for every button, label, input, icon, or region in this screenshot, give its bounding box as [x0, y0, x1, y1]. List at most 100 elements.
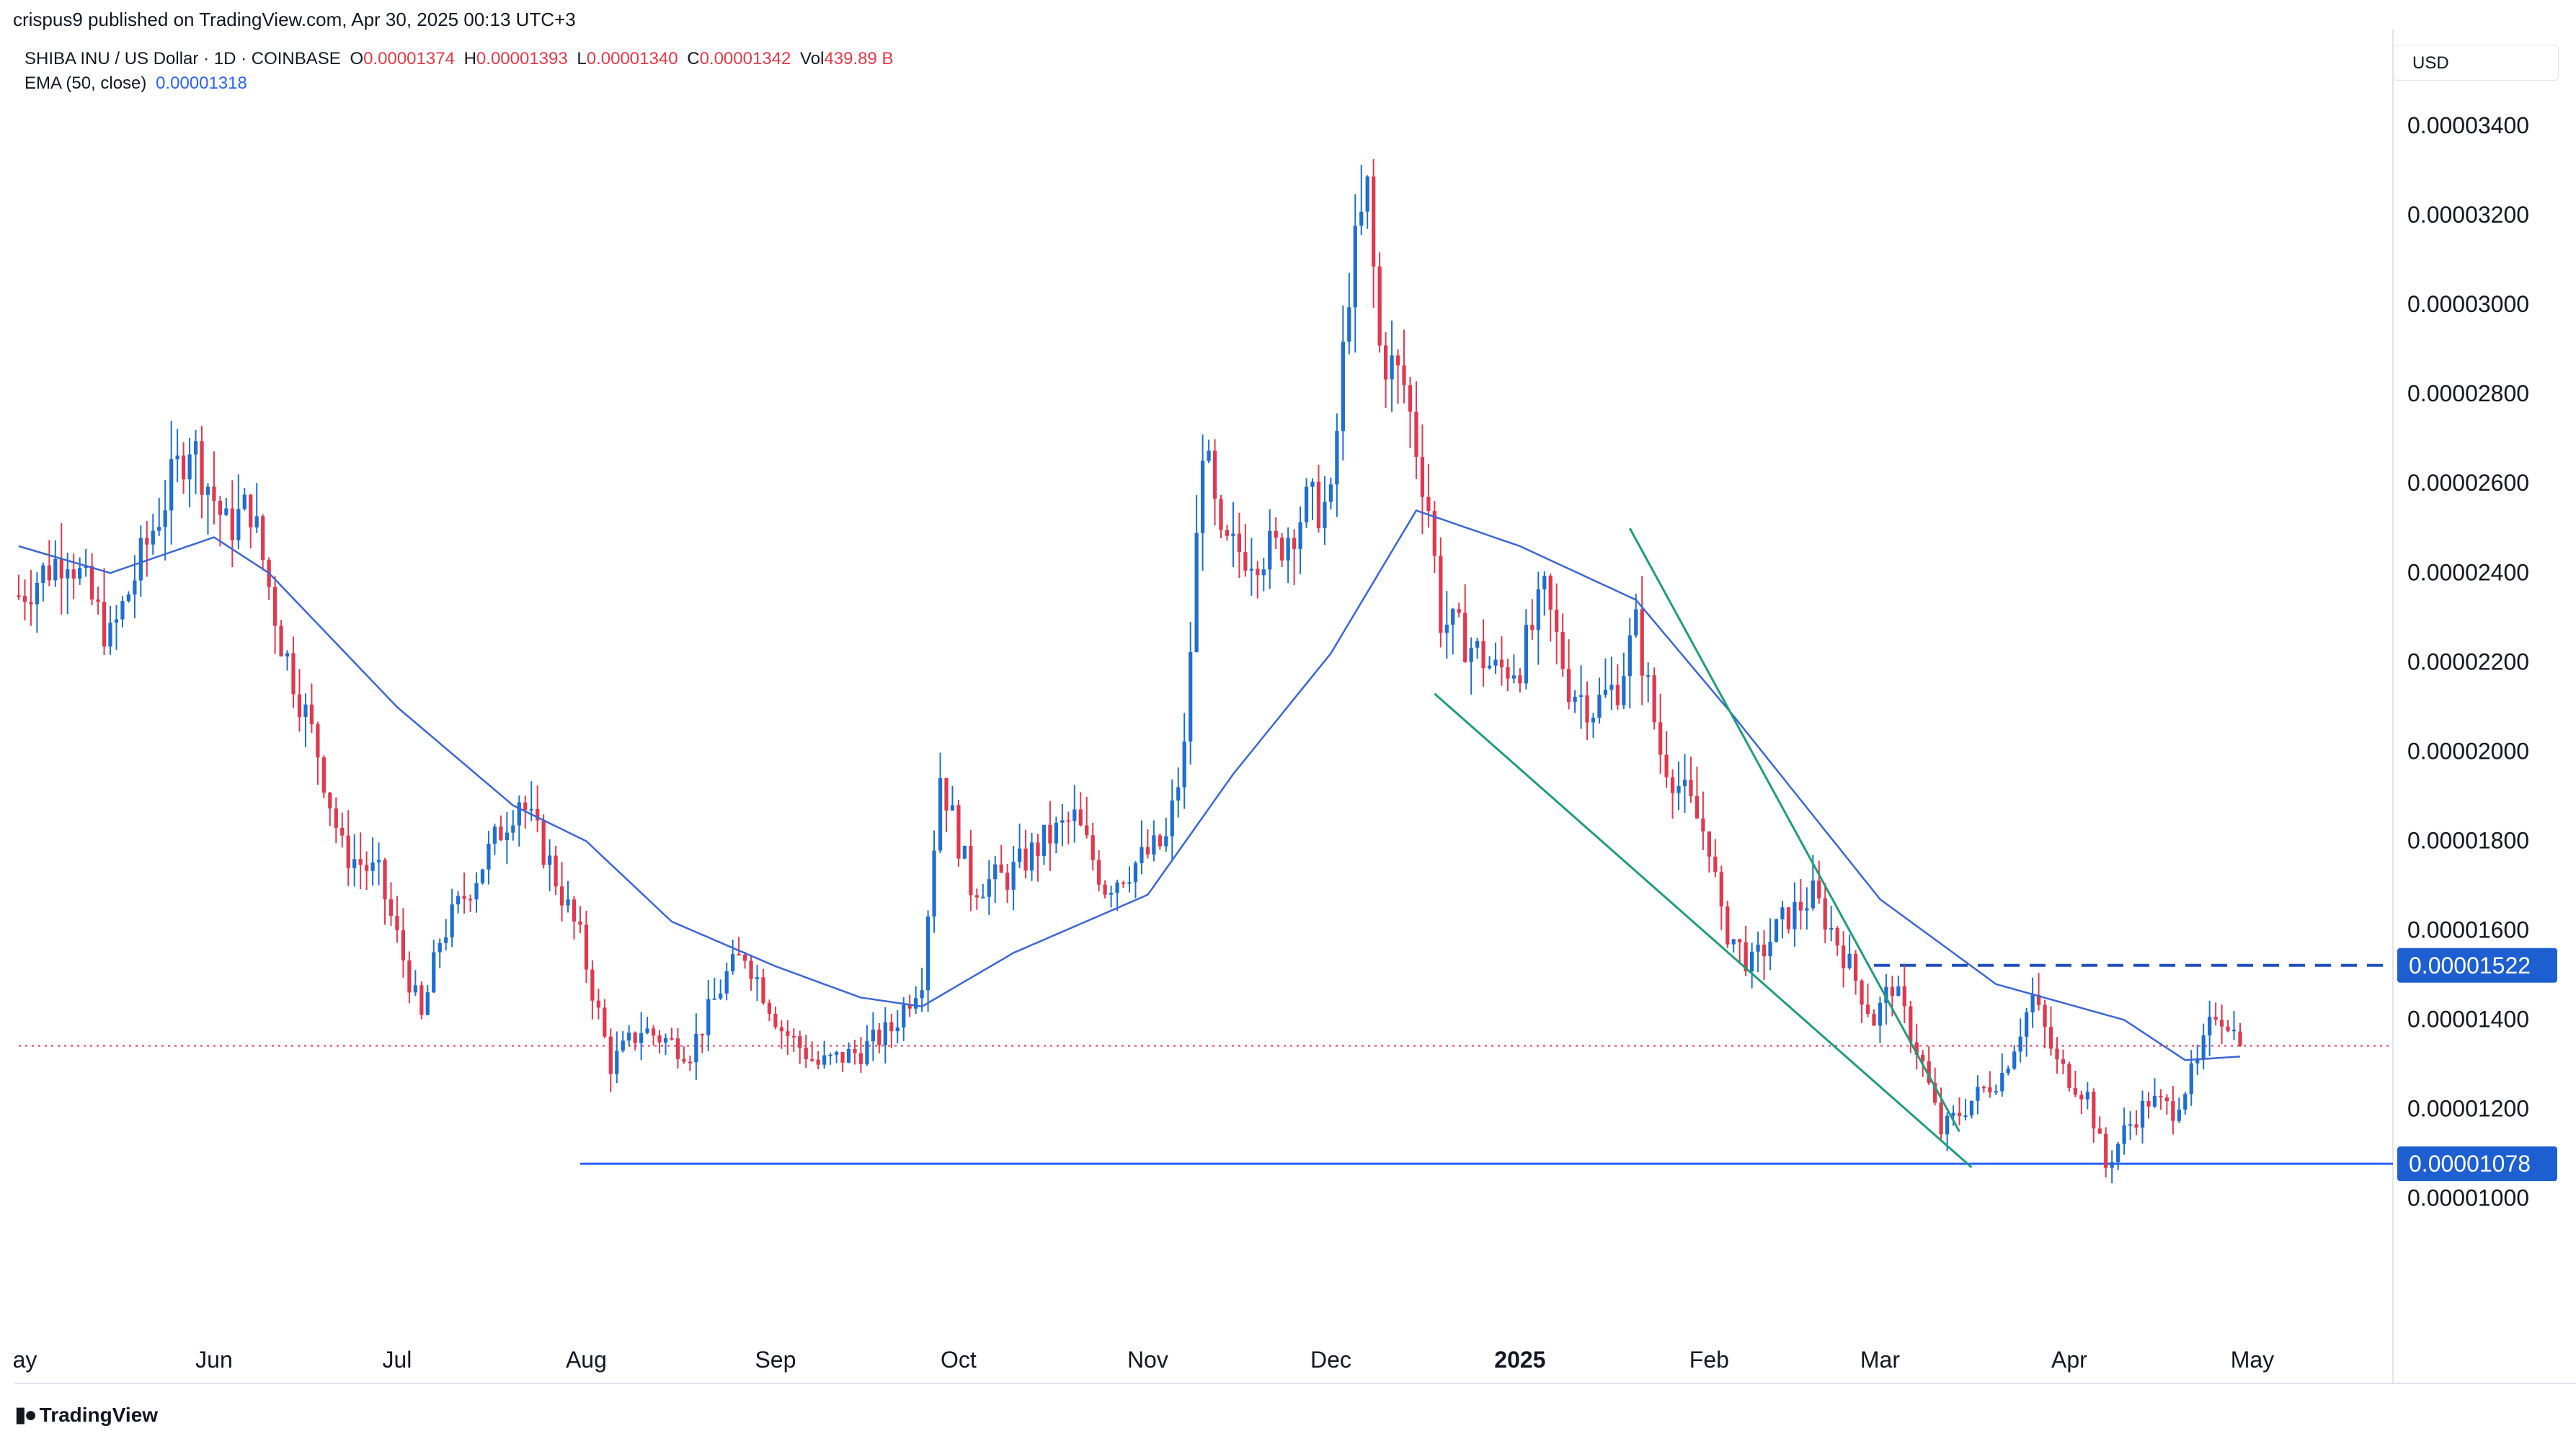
candle-body	[1615, 685, 1620, 705]
candle-body	[1316, 481, 1321, 528]
candle-body	[608, 1036, 613, 1074]
candle-body	[1603, 690, 1608, 695]
candle-body	[853, 1048, 857, 1053]
candle-body	[120, 601, 125, 620]
candle-body	[2122, 1125, 2126, 1144]
candle-body	[816, 1059, 820, 1065]
candle-body	[1060, 820, 1065, 823]
candle-body	[358, 859, 363, 865]
candle-body	[865, 1041, 869, 1064]
candle-body	[1719, 872, 1723, 907]
x-tick-label: Mar	[1860, 1347, 1900, 1373]
candle-body	[572, 899, 577, 922]
candle-body	[1292, 538, 1297, 549]
candle-body	[78, 568, 82, 579]
low-label: L	[577, 49, 587, 68]
candle-body	[1969, 1100, 1974, 1116]
candle-body	[1707, 831, 1711, 857]
candle-body	[432, 952, 436, 993]
candle-body	[1896, 986, 1901, 997]
candle-body	[1578, 695, 1584, 697]
candle-body	[779, 1027, 784, 1032]
tradingview-logo[interactable]: ▮● TradingView	[14, 1402, 158, 1427]
y-tick-label: 0.00003200	[2407, 202, 2529, 228]
candle-body	[1402, 365, 1406, 385]
candle-body	[1109, 893, 1114, 895]
currency-selector[interactable]: USD	[2393, 45, 2559, 81]
candle-body	[1738, 939, 1742, 942]
candle-body	[2238, 1031, 2242, 1046]
low-value: 0.00001340	[586, 49, 678, 68]
candle-body	[651, 1028, 656, 1036]
candle-body	[950, 805, 955, 811]
volume-label: Vol	[800, 49, 825, 68]
candle-body	[297, 694, 302, 717]
candle-body	[810, 1059, 814, 1061]
candle-body	[1646, 675, 1651, 677]
y-tick-label: 0.00001600	[2407, 917, 2529, 942]
candle-body	[249, 494, 253, 527]
x-tick-label: Jun	[195, 1347, 233, 1373]
candle-body	[981, 896, 985, 899]
candle-body	[578, 921, 582, 925]
candle-body	[987, 879, 991, 897]
candle-body	[1286, 538, 1290, 561]
candle-body	[663, 1038, 668, 1043]
candle-body	[2079, 1095, 2084, 1100]
candle-body	[969, 846, 973, 896]
candle-body	[1493, 659, 1498, 666]
candle-body	[1609, 685, 1614, 690]
candle-body	[1878, 1002, 1883, 1026]
candle-body	[66, 569, 70, 579]
candle-body	[480, 869, 485, 883]
candle-body	[1127, 882, 1132, 884]
candle-body	[1542, 576, 1547, 589]
candle-body	[1170, 801, 1174, 837]
candle-body	[1097, 860, 1101, 885]
candle-body	[2226, 1026, 2230, 1031]
symbol-name[interactable]: SHIBA INU / US Dollar · 1D · COINBASE	[25, 49, 341, 68]
candle-body	[1872, 1014, 1876, 1026]
candle-body	[1805, 908, 1809, 911]
candle-body	[395, 916, 399, 930]
candle-body	[505, 832, 509, 840]
y-tick-label: 0.00003000	[2407, 291, 2529, 317]
candle-body	[1145, 847, 1150, 855]
candle-body	[334, 808, 338, 828]
candle-body	[877, 1029, 881, 1046]
x-tick-label: 2025	[1494, 1347, 1545, 1373]
candle-body	[1786, 907, 1791, 930]
candle-body	[1323, 501, 1327, 528]
y-tick-label: 0.00002800	[2407, 380, 2529, 406]
candle-body	[840, 1052, 845, 1063]
candle-body	[511, 825, 515, 833]
price-label-box	[2397, 1146, 2557, 1182]
candle-body	[1194, 532, 1199, 653]
candle-body	[2104, 1133, 2108, 1168]
candle-body	[1048, 824, 1052, 844]
candle-body	[1890, 986, 1895, 997]
candle-body	[1524, 625, 1528, 684]
candle-body	[193, 441, 198, 455]
candle-body	[419, 985, 424, 1015]
high-value: 0.00001393	[476, 49, 568, 68]
candle-body	[1036, 842, 1040, 857]
candle-body	[59, 558, 63, 579]
candle-body	[767, 1002, 772, 1015]
candle-body	[1383, 345, 1388, 380]
candle-body	[962, 846, 967, 859]
candle-body	[1249, 569, 1253, 571]
candle-body	[376, 860, 381, 862]
candle-body	[1835, 928, 1839, 946]
candle-body	[1591, 717, 1596, 723]
candle-body	[1310, 481, 1315, 487]
candle-body	[834, 1052, 839, 1055]
candle-body	[1256, 569, 1260, 576]
candle-body	[1756, 945, 1760, 952]
candle-body	[316, 724, 320, 758]
ema-label[interactable]: EMA (50, close)	[25, 73, 147, 93]
open-value: 0.00001374	[363, 49, 455, 68]
candle-body	[29, 602, 33, 605]
candle-body	[1945, 1115, 1950, 1135]
